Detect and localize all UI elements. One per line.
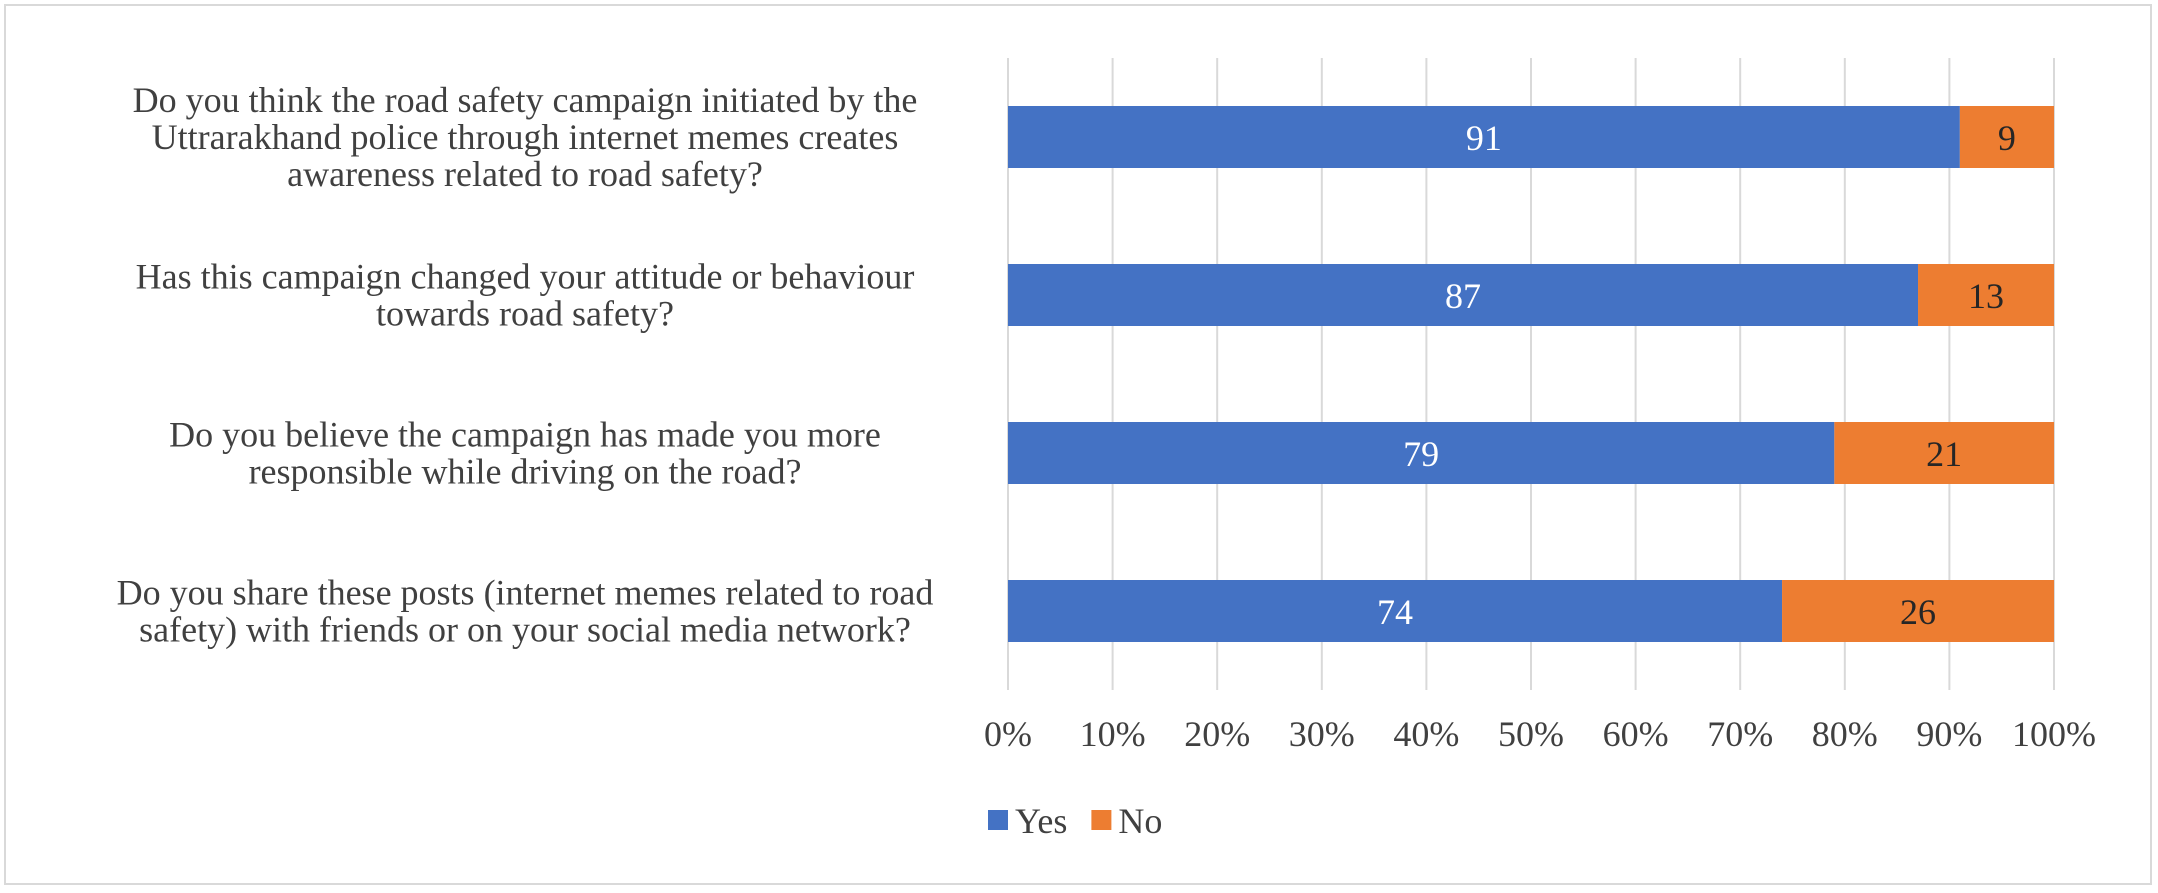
x-tick-label: 50% bbox=[1498, 714, 1564, 754]
category-labels: Do you think the road safety campaign in… bbox=[117, 80, 934, 650]
category-label-4: Do you share these posts (internet memes… bbox=[117, 573, 934, 650]
bar-no-2 bbox=[1918, 264, 2054, 326]
legend-label-no: No bbox=[1118, 801, 1162, 841]
legend-label-yes: Yes bbox=[1015, 801, 1067, 841]
category-label-1: Do you think the road safety campaign in… bbox=[133, 80, 918, 194]
x-tick-label: 20% bbox=[1184, 714, 1250, 754]
x-axis-ticks: 0% 10% 20% 30% 40% 50% 60% 70% 80% 90% 100% bbox=[984, 714, 2096, 754]
x-tick-label: 90% bbox=[1916, 714, 1982, 754]
data-label-no-4: 26 bbox=[1900, 592, 1936, 632]
data-label-no-2: 13 bbox=[1968, 276, 2004, 316]
bar-no-4 bbox=[1782, 580, 2054, 642]
data-label-yes-1: 91 bbox=[1466, 118, 1502, 158]
data-label-no-3: 21 bbox=[1926, 434, 1962, 474]
bar-yes-3 bbox=[1008, 422, 1835, 484]
bars bbox=[1008, 106, 2054, 642]
legend-swatch-no bbox=[1091, 810, 1112, 830]
bar-no-3 bbox=[1834, 422, 2054, 484]
category-label-3: Do you believe the campaign has made you… bbox=[169, 415, 881, 492]
data-label-yes-3: 79 bbox=[1403, 434, 1439, 474]
x-tick-label: 70% bbox=[1707, 714, 1773, 754]
x-tick-label: 10% bbox=[1080, 714, 1146, 754]
x-tick-label: 80% bbox=[1812, 714, 1878, 754]
x-tick-label: 0% bbox=[984, 714, 1032, 754]
bar-yes-2 bbox=[1008, 264, 1919, 326]
legend: Yes No bbox=[988, 801, 1162, 841]
data-label-yes-2: 87 bbox=[1445, 276, 1481, 316]
data-labels: 91 9 87 13 79 21 74 26 bbox=[1377, 118, 2016, 632]
x-tick-label: 40% bbox=[1393, 714, 1459, 754]
bar-yes-4 bbox=[1008, 580, 1783, 642]
bar-yes-1 bbox=[1008, 106, 1960, 168]
x-tick-label: 60% bbox=[1603, 714, 1669, 754]
data-label-yes-4: 74 bbox=[1377, 592, 1413, 632]
category-label-2: Has this campaign changed your attitude … bbox=[136, 257, 915, 334]
x-tick-label: 100% bbox=[2012, 714, 2096, 754]
legend-swatch-yes bbox=[988, 810, 1008, 830]
data-label-no-1: 9 bbox=[1998, 118, 2016, 158]
bar-no-1 bbox=[1959, 106, 2054, 168]
x-tick-label: 30% bbox=[1289, 714, 1355, 754]
